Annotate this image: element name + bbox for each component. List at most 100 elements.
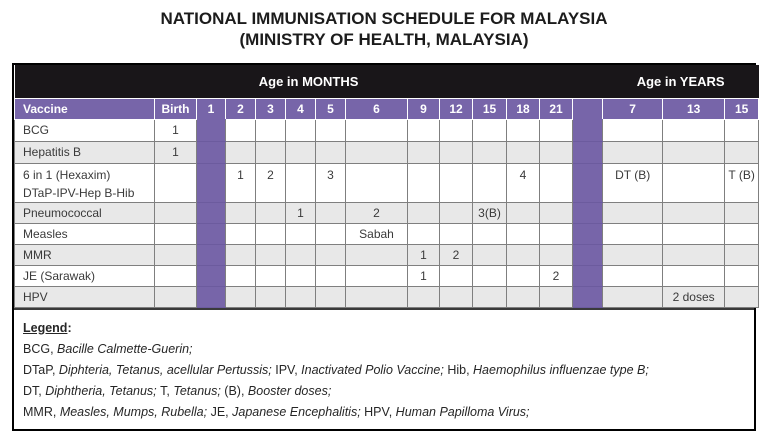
legend-line: DTaP, Diphteria, Tetanus, acellular Pert… — [23, 360, 744, 381]
schedule-sheet: Age in MONTHS Age in YEARS Vaccine Birth 1 2… — [12, 63, 760, 431]
col-header-year-15: 15 — [724, 97, 760, 120]
legend-heading-text: Legend — [23, 320, 68, 335]
dose-cell-month-15 — [472, 285, 507, 308]
col-header-month-15: 15 — [472, 97, 507, 120]
dose-cell-month-3 — [255, 201, 286, 224]
legend-line: BCG, Bacille Calmette-Guerin; — [23, 339, 744, 360]
dose-cell-birth — [154, 243, 197, 266]
dose-cell-month-3 — [255, 285, 286, 308]
dose-cell-month-12 — [439, 285, 473, 308]
dose-cell-year-15 — [724, 222, 760, 245]
vaccine-name-cell: Measles — [14, 222, 155, 245]
dose-cell-year-15 — [724, 243, 760, 266]
vaccine-name-cell: HPV — [14, 285, 155, 308]
dose-cell-year-15: T (B) — [724, 162, 760, 203]
legend-heading-colon: : — [67, 320, 72, 335]
dose-cell-year-7: DT (B) — [602, 162, 664, 203]
legend-definition: Human Papilloma Virus; — [395, 404, 530, 419]
col-header-vaccine: Vaccine — [14, 97, 155, 120]
purple-band-cell — [571, 222, 604, 245]
dose-cell-month-18 — [506, 118, 540, 142]
dose-cell-month-6 — [345, 243, 408, 266]
dose-cell-year-7 — [602, 140, 664, 164]
dose-cell-birth — [154, 201, 197, 224]
dose-cell-month-6 — [345, 285, 408, 308]
dose-cell-month-12 — [439, 118, 473, 142]
dose-cell-month-21 — [539, 118, 573, 142]
dose-cell-month-4 — [285, 264, 316, 287]
dose-cell-month-4 — [285, 222, 316, 245]
legend-line: DT, Diphtheria, Tetanus; T, Tetanus; (B)… — [23, 381, 744, 402]
dose-cell-month-4: 1 — [285, 201, 316, 224]
dose-cell-month-15 — [472, 162, 507, 203]
dose-cell-month-6 — [345, 118, 408, 142]
dose-cell-year-15 — [724, 264, 760, 287]
dose-cell-month-21 — [539, 243, 573, 266]
legend-definition: Haemophilus influenzae type B; — [473, 362, 649, 377]
dose-cell-month-18 — [506, 201, 540, 224]
col-header-birth: Birth — [154, 97, 197, 120]
legend-abbreviation: JE, — [210, 404, 233, 419]
dose-cell-year-15 — [724, 140, 760, 164]
immunisation-schedule-table: Age in MONTHS Age in YEARS Vaccine Birth 1 2… — [14, 65, 760, 308]
dose-cell-month-18 — [506, 264, 540, 287]
dose-cell-month-2 — [225, 201, 256, 224]
col-header-month-2: 2 — [225, 97, 256, 120]
col-header-separator — [571, 97, 604, 120]
legend-abbreviation: Hib, — [447, 362, 474, 377]
legend-definition: Tetanus; — [173, 383, 225, 398]
purple-band-cell — [196, 140, 226, 164]
age-in-years-band: Age in YEARS — [602, 65, 759, 99]
purple-band-cell — [196, 201, 226, 224]
legend-heading: Legend: — [23, 318, 744, 339]
dose-cell-month-12 — [439, 222, 473, 245]
dose-cell-month-2 — [225, 222, 256, 245]
purple-band-cell — [196, 285, 226, 308]
dose-cell-month-18 — [506, 285, 540, 308]
dose-cell-month-9: 1 — [407, 264, 440, 287]
dose-cell-birth — [154, 222, 197, 245]
dose-cell-month-12: 2 — [439, 243, 473, 266]
dose-cell-month-4 — [285, 118, 316, 142]
purple-band-cell — [196, 162, 226, 203]
dose-cell-month-3 — [255, 222, 286, 245]
col-header-year-7: 7 — [602, 97, 664, 120]
title-line-2: (MINISTRY OF HEALTH, MALAYSIA) — [239, 30, 529, 49]
dose-cell-month-9 — [407, 222, 440, 245]
title-line-1: NATIONAL IMMUNISATION SCHEDULE FOR MALAY… — [160, 9, 608, 28]
dose-cell-month-21 — [539, 162, 573, 203]
dose-cell-month-5 — [315, 264, 346, 287]
dose-cell-month-6 — [345, 264, 408, 287]
vaccine-name-cell: Hepatitis B — [14, 140, 155, 164]
vaccine-row: 6 in 1 (Hexaxim) DTaP-IPV-Hep B-Hib 1 2 3 4 DT… — [14, 162, 760, 203]
page-title: NATIONAL IMMUNISATION SCHEDULE FOR MALAY… — [0, 8, 768, 50]
dose-cell-month-3 — [255, 243, 286, 266]
legend-abbreviation: T, — [160, 383, 174, 398]
dose-cell-month-2 — [225, 264, 256, 287]
dose-cell-month-2 — [225, 118, 256, 142]
dose-cell-month-6 — [345, 140, 408, 164]
dose-cell-month-5 — [315, 201, 346, 224]
purple-band-cell — [196, 264, 226, 287]
dose-cell-month-2 — [225, 140, 256, 164]
dose-cell-month-12 — [439, 140, 473, 164]
dose-cell-month-5 — [315, 243, 346, 266]
legend-definition: Bacille Calmette-Guerin; — [57, 341, 193, 356]
dose-cell-month-21 — [539, 222, 573, 245]
dose-cell-year-13 — [662, 118, 726, 142]
purple-band-cell — [196, 222, 226, 245]
purple-band-cell — [196, 243, 226, 266]
dose-cell-year-7 — [602, 201, 664, 224]
dose-cell-month-15 — [472, 243, 507, 266]
vaccine-name-cell: MMR — [14, 243, 155, 266]
vaccine-row: Measles Sabah — [14, 222, 760, 245]
dose-cell-month-15 — [472, 222, 507, 245]
dose-cell-birth — [154, 264, 197, 287]
dose-cell-month-3 — [255, 264, 286, 287]
legend-abbreviation: (B), — [224, 383, 248, 398]
dose-cell-month-15 — [472, 264, 507, 287]
legend-abbreviation: HPV, — [364, 404, 396, 419]
legend-line: MMR, Measles, Mumps, Rubella; JE, Japane… — [23, 402, 744, 423]
dose-cell-year-15 — [724, 118, 760, 142]
